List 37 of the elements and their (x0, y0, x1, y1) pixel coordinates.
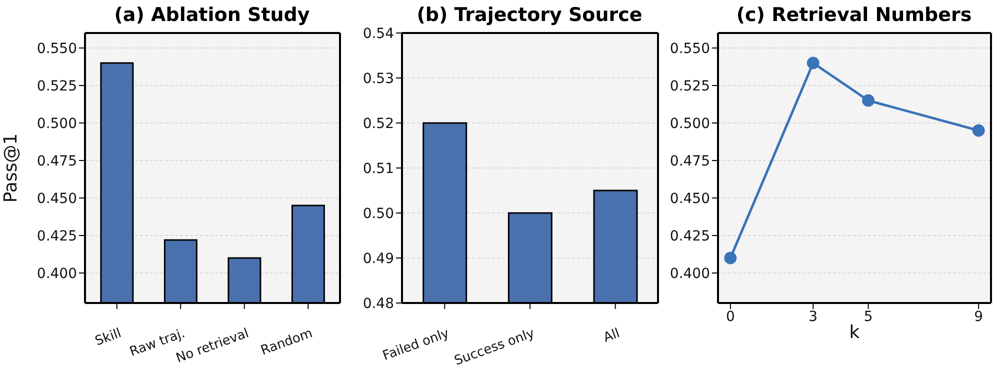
y-tick-label: 0.52 (362, 116, 394, 132)
y-tick-label: 0.550 (670, 40, 710, 57)
x-tick-label: Skill (93, 326, 124, 350)
x-tick-label: 3 (808, 308, 818, 325)
y-tick-label: 0.525 (670, 78, 710, 94)
y-tick-label: 0.51 (362, 160, 394, 177)
y-tick-label: 0.400 (36, 266, 77, 282)
point (972, 124, 985, 137)
chart-title: (b) Trajectory Source (416, 4, 644, 26)
y-tick-label: 0.525 (36, 78, 77, 94)
point (806, 56, 820, 70)
y-tick-label: 0.400 (670, 266, 710, 282)
y-tick-label: 0.49 (362, 250, 394, 267)
y-tick-label: 0.54 (362, 26, 394, 42)
y-tick-label: 0.500 (36, 116, 77, 132)
x-axis-title: k (849, 322, 860, 343)
chart-title: (a) Ablation Study (113, 4, 311, 26)
y-tick-label: 0.53 (362, 70, 394, 87)
y-tick-label: 0.500 (670, 116, 710, 132)
y-tick-label: 0.48 (362, 296, 394, 312)
point (724, 252, 737, 264)
x-tick-label: All (602, 326, 622, 346)
y-tick-label: 0.450 (36, 190, 77, 207)
chart-title: (c) Retrieval Numbers (735, 4, 973, 26)
y-tick-label: 0.425 (670, 228, 710, 244)
x-tick-label: 0 (726, 308, 735, 325)
y-tick-label: 0.475 (670, 153, 710, 170)
y-tick-label: 0.475 (36, 153, 77, 170)
x-tick-label: 9 (974, 308, 984, 325)
point (862, 94, 875, 107)
y-tick-label: 0.550 (36, 40, 77, 57)
y-axis-title: Pass@1 (0, 133, 22, 203)
y-tick-label: 0.50 (362, 206, 394, 222)
x-tick-label: 5 (864, 308, 873, 325)
x-tick-label: Failed only (380, 326, 452, 364)
y-tick-label: 0.425 (36, 228, 77, 244)
y-tick-label: 0.450 (670, 190, 710, 207)
